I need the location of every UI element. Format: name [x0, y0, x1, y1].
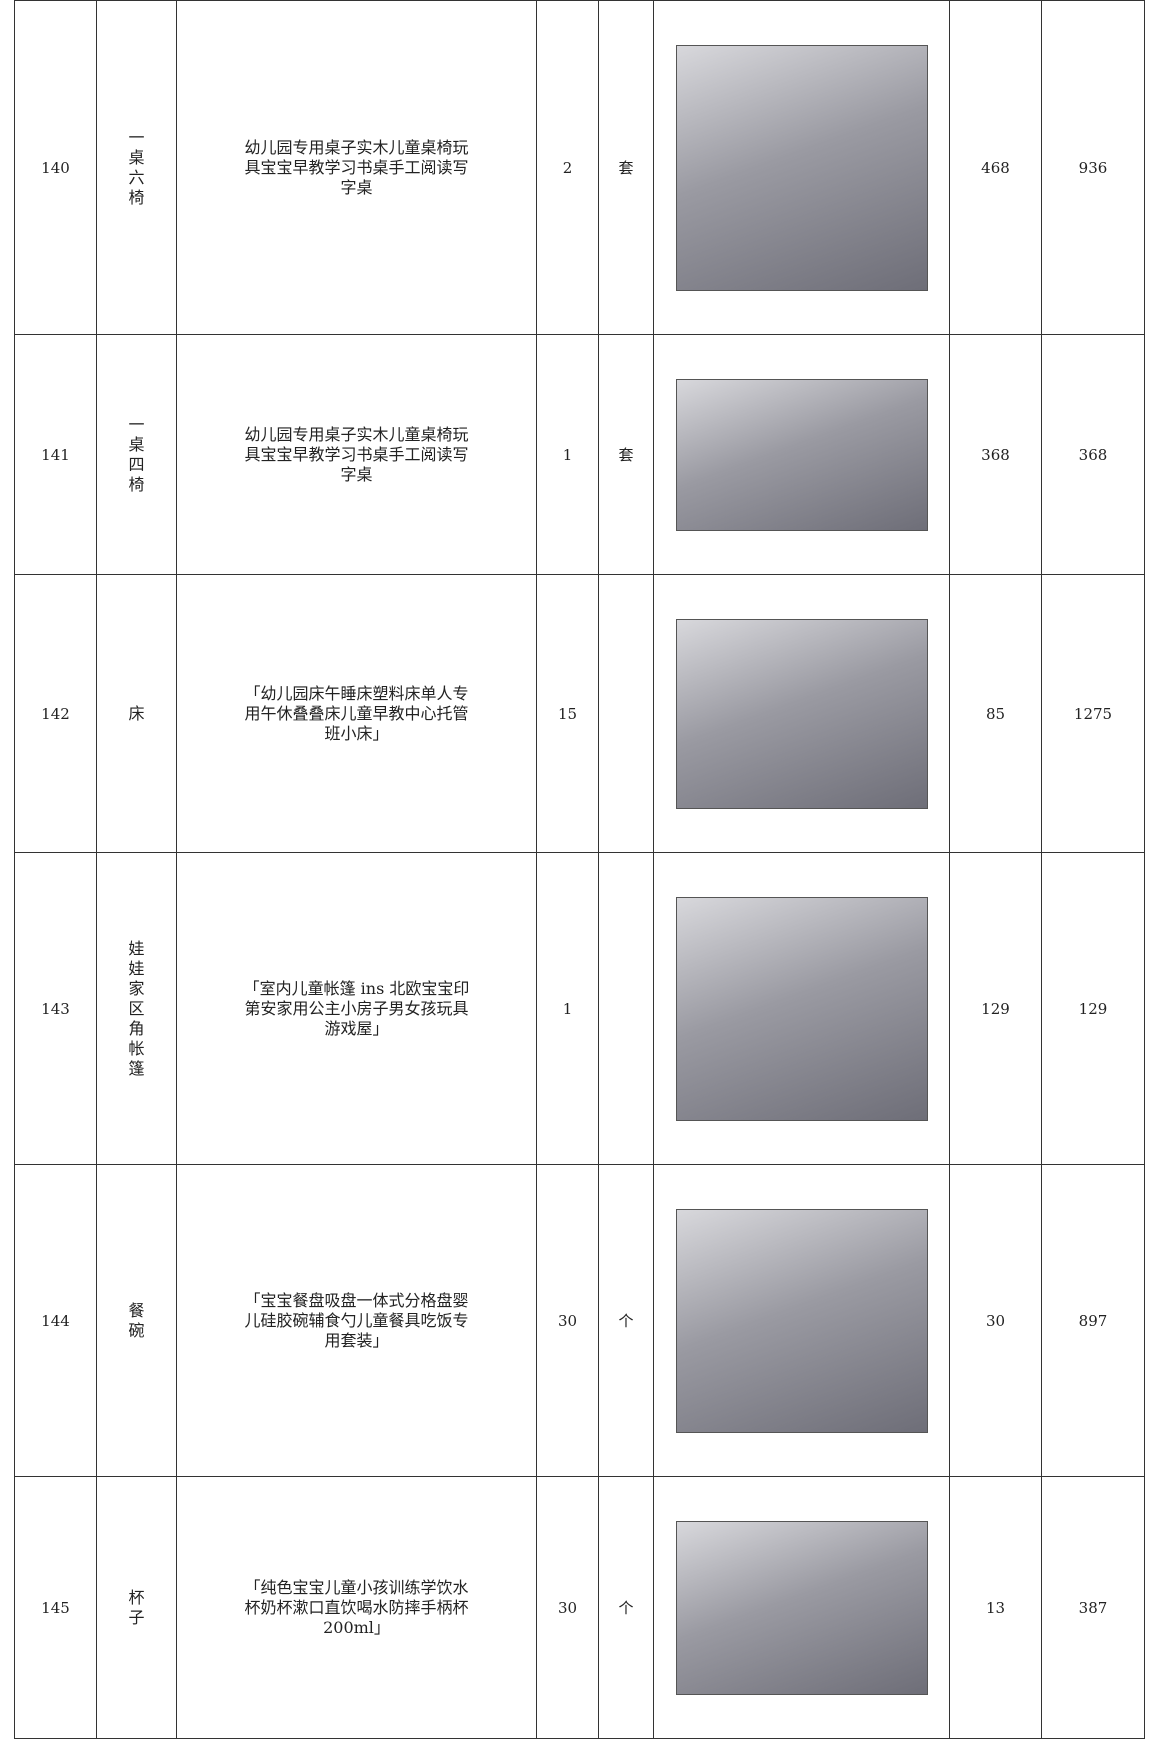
item-unit: 个	[598, 1164, 654, 1477]
product-image	[675, 618, 928, 809]
item-unit: 套	[598, 0, 654, 335]
item-quantity: 2	[536, 0, 599, 335]
table-body: 140 一桌六椅 幼儿园专用桌子实木儿童桌椅玩具宝宝早教学习书桌手工阅读写字桌 2 套 4…	[14, 0, 1145, 1739]
item-total: 897	[1041, 1164, 1145, 1477]
item-total: 368	[1041, 334, 1145, 575]
row-number: 142	[14, 574, 97, 853]
item-quantity: 1	[536, 852, 599, 1165]
item-name: 杯子	[96, 1476, 177, 1739]
item-description: 「纯色宝宝儿童小孩训练学饮水杯奶杯漱口直饮喝水防摔手柄杯200ml」	[176, 1476, 537, 1739]
row-number: 140	[14, 0, 97, 335]
table-row: 141 一桌四椅 幼儿园专用桌子实木儿童桌椅玩具宝宝早教学习书桌手工阅读写字桌 1 套 3…	[14, 334, 1145, 575]
item-price: 129	[949, 852, 1042, 1165]
item-total: 387	[1041, 1476, 1145, 1739]
table-row: 140 一桌六椅 幼儿园专用桌子实木儿童桌椅玩具宝宝早教学习书桌手工阅读写字桌 2 套 4…	[14, 0, 1145, 335]
item-total: 1275	[1041, 574, 1145, 853]
item-unit: 套	[598, 334, 654, 575]
item-name: 餐碗	[96, 1164, 177, 1477]
item-price: 85	[949, 574, 1042, 853]
item-quantity: 30	[536, 1476, 599, 1739]
image-cell	[653, 1164, 950, 1477]
item-unit	[598, 574, 654, 853]
table-row: 143 娃娃家区角帐篷 「室内儿童帐篷 ins 北欧宝宝印第安家用公主小房子男女孩玩…	[14, 852, 1145, 1165]
table-row: 145 杯子 「纯色宝宝儿童小孩训练学饮水杯奶杯漱口直饮喝水防摔手柄杯200ml」 3…	[14, 1476, 1145, 1739]
table-row: 144 餐碗 「宝宝餐盘吸盘一体式分格盘婴儿硅胶碗辅食勺儿童餐具吃饭专用套装」 30 个…	[14, 1164, 1145, 1477]
item-description: 「室内儿童帐篷 ins 北欧宝宝印第安家用公主小房子男女孩玩具游戏屋」	[176, 852, 537, 1165]
row-number: 145	[14, 1476, 97, 1739]
item-quantity: 30	[536, 1164, 599, 1477]
item-price: 468	[949, 0, 1042, 335]
item-description: 幼儿园专用桌子实木儿童桌椅玩具宝宝早教学习书桌手工阅读写字桌	[176, 0, 537, 335]
row-number: 144	[14, 1164, 97, 1477]
item-price: 13	[949, 1476, 1042, 1739]
row-number: 143	[14, 852, 97, 1165]
product-image	[675, 1208, 928, 1433]
product-image	[675, 1520, 928, 1695]
item-description: 「幼儿园床午睡床塑料床单人专用午休叠叠床儿童早教中心托管班小床」	[176, 574, 537, 853]
item-total: 129	[1041, 852, 1145, 1165]
image-cell	[653, 334, 950, 575]
image-cell	[653, 852, 950, 1165]
item-unit: 个	[598, 1476, 654, 1739]
image-cell	[653, 0, 950, 335]
item-unit	[598, 852, 654, 1165]
item-name: 娃娃家区角帐篷	[96, 852, 177, 1165]
image-cell	[653, 1476, 950, 1739]
image-cell	[653, 574, 950, 853]
item-description: 幼儿园专用桌子实木儿童桌椅玩具宝宝早教学习书桌手工阅读写字桌	[176, 334, 537, 575]
row-number: 141	[14, 334, 97, 575]
product-image	[675, 896, 928, 1121]
item-table: 140 一桌六椅 幼儿园专用桌子实木儿童桌椅玩具宝宝早教学习书桌手工阅读写字桌 2 套 4…	[14, 0, 1145, 1739]
item-price: 368	[949, 334, 1042, 575]
product-image	[675, 378, 928, 531]
item-description: 「宝宝餐盘吸盘一体式分格盘婴儿硅胶碗辅食勺儿童餐具吃饭专用套装」	[176, 1164, 537, 1477]
item-name: 床	[96, 574, 177, 853]
table-row: 142 床「幼儿园床午睡床塑料床单人专用午休叠叠床儿童早教中心托管班小床」 15 85…	[14, 574, 1145, 853]
item-name: 一桌六椅	[96, 0, 177, 335]
item-price: 30	[949, 1164, 1042, 1477]
item-total: 936	[1041, 0, 1145, 335]
product-image	[675, 44, 928, 291]
item-quantity: 1	[536, 334, 599, 575]
item-quantity: 15	[536, 574, 599, 853]
item-name: 一桌四椅	[96, 334, 177, 575]
